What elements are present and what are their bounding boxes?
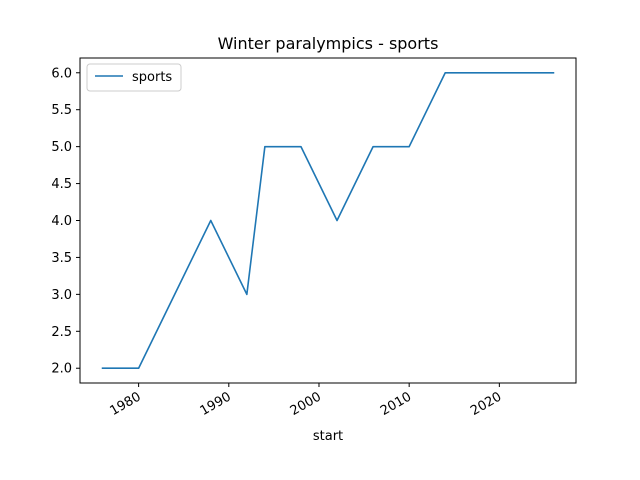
y-tick-label-4.5: 4.5 xyxy=(51,177,72,192)
y-tick-label-2.0: 2.0 xyxy=(51,362,72,377)
y-tick-label-5.5: 5.5 xyxy=(51,103,72,118)
series-line-sports xyxy=(101,71,555,370)
y-tick-label-5.0: 5.0 xyxy=(51,140,72,155)
y-axis: 2.0 2.5 3.0 3.5 4.0 4.5 5.0 5.5 6.0 xyxy=(51,66,80,377)
y-tick-label-3.0: 3.0 xyxy=(51,288,72,303)
chart-title: Winter paralympics - sports xyxy=(218,34,439,53)
legend: sports xyxy=(86,63,182,92)
series-layer xyxy=(101,71,555,370)
plot-area xyxy=(79,57,577,384)
y-tick-label-6.0: 6.0 xyxy=(51,66,72,81)
y-tick-label-3.5: 3.5 xyxy=(51,251,72,266)
x-axis-label: start xyxy=(313,429,343,444)
y-tick-label-2.5: 2.5 xyxy=(51,325,72,340)
legend-box xyxy=(86,63,182,92)
legend-label-sports: sports xyxy=(132,70,172,85)
y-tick-label-4.0: 4.0 xyxy=(51,214,72,229)
plot-background xyxy=(80,58,576,383)
